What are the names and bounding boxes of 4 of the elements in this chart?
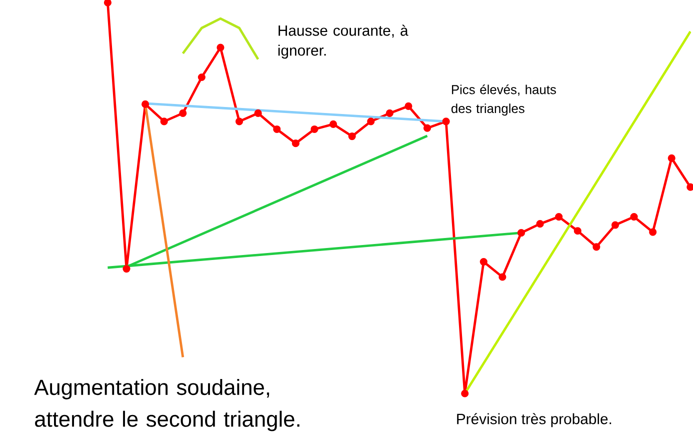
annotation: Augmentation soudaine, attendre le second triangle.	[34, 378, 300, 432]
text: Prévision très probable.	[457, 412, 612, 428]
annotation: Hausse courante, à ignorer.	[278, 24, 408, 58]
annotation: Pics élevés, hauts des triangles	[451, 84, 556, 116]
